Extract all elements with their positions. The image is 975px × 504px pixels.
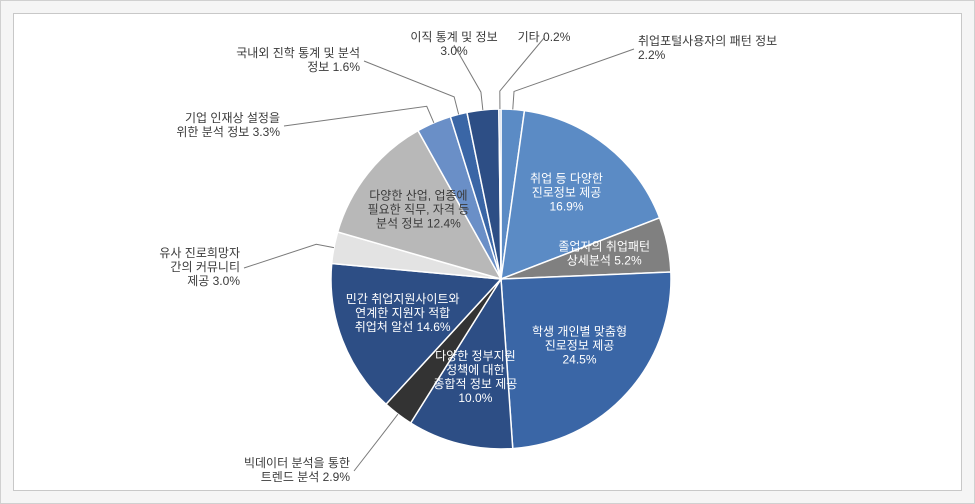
pie-label-s2: 졸업자의 취업패턴상세분석 5.2% — [558, 240, 650, 268]
pie-leader-s5 — [354, 414, 398, 471]
pie-label-line: 간의 커뮤니티 — [170, 260, 240, 274]
pie-label-s7: 유사 진로희망자간의 커뮤니티제공 3.0% — [159, 246, 240, 288]
pie-label-line: 연계한 지원자 적합 — [355, 306, 450, 320]
pie-label-s12: 기타 0.2% — [518, 30, 571, 44]
pie-label-s0: 취업포털사용자의 패턴 정보2.2% — [638, 34, 777, 62]
pie-label-s8: 다양한 산업, 업종에필요한 직무, 자격 등분석 정보 12.4% — [368, 189, 470, 231]
pie-label-line: 다양한 정부지원 — [435, 349, 516, 363]
pie-label-s9: 기업 인재상 설정을위한 분석 정보 3.3% — [176, 111, 280, 139]
pie-label-line: 정보 1.6% — [307, 60, 360, 74]
pie-label-line: 이직 통계 및 정보 — [410, 30, 497, 44]
pie-label-line: 취업처 알선 14.6% — [355, 320, 451, 334]
pie-leader-s12 — [500, 38, 544, 109]
pie-label-line: 상세분석 5.2% — [567, 254, 642, 268]
pie-label-line: 위한 분석 정보 3.3% — [176, 125, 280, 139]
pie-label-line: 진로정보 제공 — [532, 185, 602, 199]
pie-label-line: 민간 취업지원사이트와 — [346, 292, 460, 306]
pie-label-line: 빅데이터 분석을 통한 — [244, 456, 350, 470]
pie-label-line: 유사 진로희망자 — [159, 246, 240, 260]
pie-label-line: 필요한 직무, 자격 등 — [368, 203, 470, 217]
pie-label-line: 취업포털사용자의 패턴 정보 — [638, 34, 777, 48]
pie-leader-s0 — [513, 49, 634, 109]
pie-label-line: 16.9% — [549, 199, 583, 213]
pie-label-line: 24.5% — [563, 352, 597, 366]
pie-label-line: 진로정보 제공 — [545, 338, 615, 352]
pie-label-line: 학생 개인별 맞춤형 — [532, 324, 627, 338]
pie-label-line: 분석 정보 12.4% — [376, 217, 461, 231]
pie-label-line: 다양한 산업, 업종에 — [369, 189, 467, 203]
pie-label-line: 기타 0.2% — [518, 30, 571, 44]
pie-label-line: 기업 인재상 설정을 — [185, 111, 280, 125]
chart-outer-frame: 취업포털사용자의 패턴 정보2.2%취업 등 다양한진로정보 제공16.9%졸업… — [0, 0, 975, 504]
pie-leader-s7 — [244, 244, 334, 268]
pie-label-line: 제공 3.0% — [187, 274, 240, 288]
pie-label-s11: 이직 통계 및 정보3.0% — [410, 30, 497, 58]
pie-label-line: 정책에 대한 — [446, 362, 505, 377]
pie-leader-s9 — [284, 106, 434, 126]
pie-label-line: 2.2% — [638, 48, 666, 62]
chart-inner-frame: 취업포털사용자의 패턴 정보2.2%취업 등 다양한진로정보 제공16.9%졸업… — [13, 13, 962, 491]
pie-label-s6: 민간 취업지원사이트와연계한 지원자 적합취업처 알선 14.6% — [346, 292, 460, 334]
pie-label-s10: 국내외 진학 통계 및 분석정보 1.6% — [236, 46, 360, 74]
pie-leader-s10 — [364, 61, 459, 114]
pie-label-line: 종합적 정보 제공 — [433, 377, 517, 391]
pie-label-s5: 빅데이터 분석을 통한트렌드 분석 2.9% — [244, 456, 350, 484]
pie-label-line: 국내외 진학 통계 및 분석 — [236, 46, 360, 60]
pie-label-line: 취업 등 다양한 — [530, 171, 603, 185]
pie-label-line: 졸업자의 취업패턴 — [558, 240, 650, 254]
pie-label-line: 트렌드 분석 2.9% — [261, 470, 351, 484]
pie-label-line: 10.0% — [458, 391, 492, 405]
pie-label-line: 3.0% — [440, 44, 468, 58]
pie-chart: 취업포털사용자의 패턴 정보2.2%취업 등 다양한진로정보 제공16.9%졸업… — [14, 14, 963, 492]
